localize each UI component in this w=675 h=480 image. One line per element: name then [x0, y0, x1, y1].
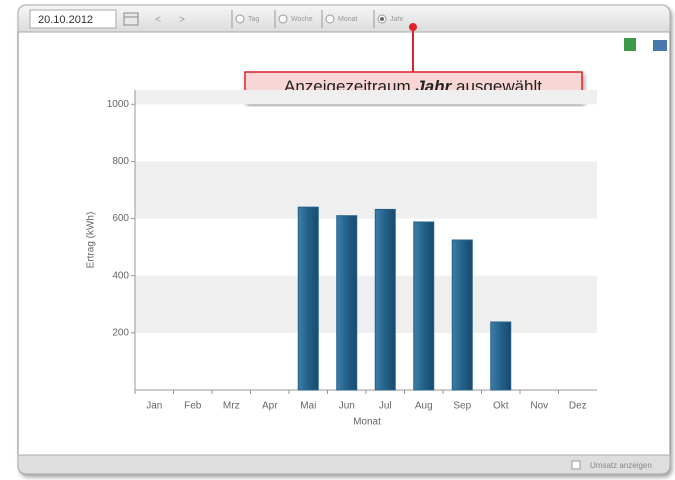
pointer-dot: [409, 23, 417, 31]
x-tick-label: Feb: [184, 401, 202, 412]
next-button[interactable]: >: [179, 15, 185, 26]
y-tick-label: 800: [112, 156, 129, 167]
bar: [451, 239, 473, 391]
x-axis-label: Monat: [353, 417, 381, 428]
x-tick-label: Sep: [453, 401, 471, 412]
grid-band: [135, 275, 597, 333]
radio[interactable]: [278, 14, 288, 24]
x-tick-label: Jun: [339, 401, 355, 412]
period-label: Woche: [291, 16, 313, 23]
x-tick-label: Nov: [530, 401, 548, 412]
toolbar: [17, 4, 671, 33]
print-icon[interactable]: [653, 40, 667, 51]
bar: [413, 221, 435, 391]
bar: [490, 321, 512, 391]
bar: [336, 215, 358, 391]
excel-icon[interactable]: [624, 38, 636, 51]
x-tick-label: Mai: [300, 401, 316, 412]
x-tick-label: Apr: [262, 401, 278, 412]
y-axis-label: Ertrag (kWh): [86, 212, 97, 269]
x-tick-label: Jan: [146, 401, 162, 412]
date-field[interactable]: [29, 9, 117, 29]
y-tick-label: 400: [112, 270, 129, 281]
bar: [297, 206, 319, 391]
x-tick-label: Jul: [379, 401, 392, 412]
y-tick-label: 1000: [107, 99, 130, 110]
grid-band: [135, 90, 597, 105]
date-text: 20.10.2012: [38, 14, 93, 26]
x-tick-label: Aug: [415, 401, 433, 412]
radio-dot: [380, 17, 384, 21]
grid-band: [135, 161, 597, 219]
radio[interactable]: [235, 14, 245, 24]
calendar-icon[interactable]: [123, 12, 139, 26]
period-label: Monat: [338, 16, 358, 23]
radio[interactable]: [325, 14, 335, 24]
x-tick-label: Okt: [493, 401, 509, 412]
y-tick-label: 200: [112, 327, 129, 338]
x-tick-label: Dez: [569, 401, 587, 412]
status-bar: [17, 454, 671, 475]
y-tick-label: 600: [112, 213, 129, 224]
period-label: Tag: [248, 16, 259, 23]
bar: [374, 208, 396, 391]
period-label: Jahr: [390, 16, 404, 23]
checkbox[interactable]: [571, 460, 581, 470]
prev-button[interactable]: <: [155, 15, 161, 26]
checkbox-label: Umsatz anzeigen: [590, 461, 652, 470]
x-tick-label: Mrz: [223, 401, 240, 412]
